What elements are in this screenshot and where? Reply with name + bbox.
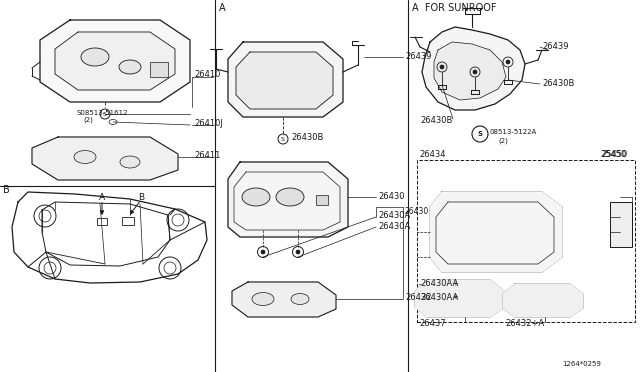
Ellipse shape [74, 151, 96, 164]
Text: 26430AA: 26430AA [420, 292, 458, 301]
Text: 08513-5122A: 08513-5122A [490, 129, 537, 135]
Circle shape [440, 65, 444, 69]
Text: 26430: 26430 [378, 192, 404, 201]
Polygon shape [32, 137, 178, 180]
Bar [417, 160, 635, 322]
Text: 26430B: 26430B [291, 132, 323, 141]
Bar [610, 202, 632, 247]
Text: 26437: 26437 [419, 318, 445, 327]
Polygon shape [228, 162, 348, 237]
Polygon shape [434, 42, 506, 100]
Text: 26430AA: 26430AA [420, 279, 458, 289]
Text: (2): (2) [498, 138, 508, 144]
Circle shape [261, 250, 265, 254]
Text: S08513-51612: S08513-51612 [76, 110, 127, 116]
Text: 26411: 26411 [194, 151, 220, 160]
Ellipse shape [120, 156, 140, 168]
Bar [150, 62, 168, 77]
Bar [97, 218, 107, 225]
Polygon shape [236, 52, 333, 109]
Polygon shape [415, 280, 505, 317]
Text: S: S [103, 112, 107, 116]
Circle shape [506, 60, 510, 64]
Ellipse shape [252, 292, 274, 305]
Polygon shape [228, 42, 343, 117]
Bar [528, 224, 542, 235]
Text: A: A [219, 3, 226, 13]
Polygon shape [40, 20, 190, 102]
Polygon shape [422, 27, 525, 110]
Text: 26432+A: 26432+A [505, 318, 544, 327]
Polygon shape [232, 282, 336, 317]
Ellipse shape [242, 188, 270, 206]
Ellipse shape [291, 294, 309, 305]
Text: 26430A: 26430A [378, 211, 410, 219]
Text: B: B [3, 185, 10, 195]
Text: +: + [452, 294, 458, 300]
Text: 26430B: 26430B [542, 78, 574, 87]
Ellipse shape [276, 188, 304, 206]
Text: A: A [99, 192, 105, 202]
Text: S: S [477, 131, 483, 137]
Bar [122, 217, 134, 225]
Ellipse shape [446, 218, 474, 236]
Bar [316, 195, 328, 205]
Text: 26430B: 26430B [420, 115, 452, 125]
Text: 26430A: 26430A [378, 221, 410, 231]
Polygon shape [55, 32, 175, 90]
Text: B: B [138, 192, 144, 202]
Text: 26432: 26432 [405, 294, 431, 302]
Text: 25450: 25450 [601, 150, 627, 158]
Text: 26410: 26410 [194, 70, 220, 78]
Ellipse shape [467, 294, 483, 304]
Ellipse shape [436, 294, 454, 305]
Text: (2): (2) [83, 117, 93, 123]
Polygon shape [503, 284, 583, 317]
Text: 26434: 26434 [419, 150, 445, 158]
Ellipse shape [481, 218, 509, 236]
Ellipse shape [119, 60, 141, 74]
Ellipse shape [109, 119, 117, 125]
Text: 26430: 26430 [405, 206, 429, 215]
Text: 26439: 26439 [542, 42, 568, 51]
Text: S: S [281, 137, 285, 141]
Circle shape [473, 70, 477, 74]
Ellipse shape [81, 48, 109, 66]
Text: 25450: 25450 [600, 150, 627, 158]
Text: 1264*0259: 1264*0259 [562, 361, 601, 367]
Text: 26439: 26439 [405, 51, 431, 61]
Text: A  FOR SUNROOF: A FOR SUNROOF [412, 3, 497, 13]
Text: 26410J: 26410J [194, 119, 223, 128]
Circle shape [296, 250, 300, 254]
Text: +: + [452, 281, 458, 287]
Polygon shape [430, 192, 562, 272]
